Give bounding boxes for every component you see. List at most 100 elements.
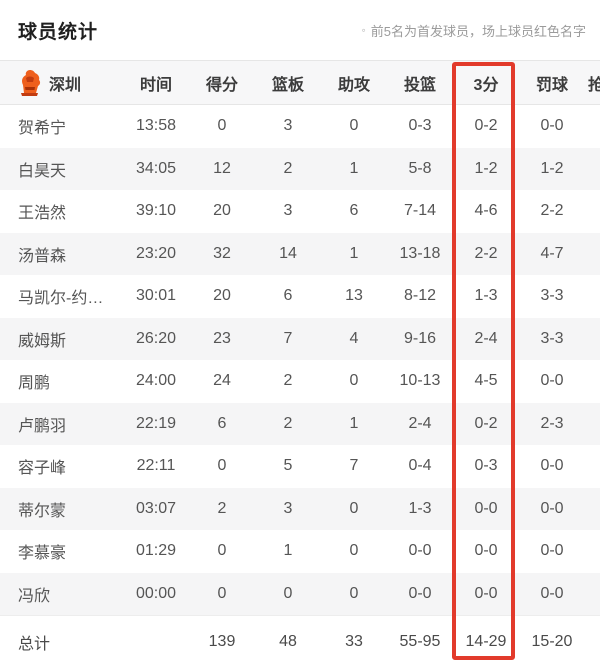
stat-cell-time: 30:01 [135, 287, 177, 305]
stat-cell-tp: 0-3 [474, 457, 498, 475]
stat-cell-ast: 1 [349, 244, 359, 262]
column-header-time: 时间 [139, 76, 172, 94]
stat-cell-fg: 0-0 [408, 584, 432, 602]
stat-cell-ast: 13 [345, 287, 363, 305]
table-row[interactable]: 马凯尔-约… 30:01 20 6 13 8-12 1-3 3-3 [0, 275, 600, 318]
stat-cell-reb: 48 [279, 633, 297, 650]
stat-cell-ft: 1-2 [540, 159, 564, 177]
stat-cell-reb: 3 [283, 117, 293, 135]
player-name: 李慕豪 [18, 545, 67, 563]
stat-cell-ft: 15-20 [531, 633, 573, 650]
stat-cell-ft: 2-3 [540, 414, 564, 432]
page-title: 球员统计 [18, 21, 99, 43]
stat-cell-tp: 0-0 [474, 584, 498, 602]
column-header-points: 得分 [205, 76, 238, 94]
player-name: 马凯尔-约… [18, 290, 104, 308]
table-row[interactable]: 威姆斯 26:20 23 7 4 9-16 2-4 3-3 [0, 317, 600, 360]
column-header-rebounds: 篮板 [271, 76, 304, 94]
column-header-steals-clipped: 抢 [588, 76, 600, 94]
stat-cell-fg: 0-3 [408, 117, 432, 135]
player-name: 容子峰 [18, 460, 67, 478]
stat-cell-ast: 0 [349, 542, 359, 560]
team-header-cell: 深圳 [0, 69, 123, 96]
stat-cell-pts: 0 [217, 117, 227, 135]
stat-cell-time: 24:00 [135, 372, 177, 390]
stat-cell-ast: 4 [349, 329, 359, 347]
stat-cell-time: 03:07 [135, 499, 177, 517]
table-row[interactable]: 汤普森 23:20 32 14 1 13-18 2-2 4-7 [0, 232, 600, 275]
table-row[interactable]: 周鹏 24:00 24 2 0 10-13 4-5 0-0 [0, 360, 600, 403]
stat-cell-fg: 5-8 [408, 159, 432, 177]
stat-cell-reb: 3 [283, 499, 293, 517]
stat-cell-time: 22:11 [136, 457, 176, 475]
player-name: 白昊天 [18, 162, 67, 180]
table-row[interactable]: 蒂尔蒙 03:07 2 3 0 1-3 0-0 0-0 [0, 487, 600, 530]
totals-row: 总计 139 48 33 55-95 14-29 15-20 [0, 615, 600, 668]
table-row[interactable]: 冯欣 00:00 0 0 0 0-0 0-0 0-0 [0, 572, 600, 615]
stat-cell-time: 13:58 [135, 117, 177, 135]
stat-cell-reb: 2 [283, 414, 293, 432]
stat-cell-reb: 2 [283, 372, 293, 390]
team-logo-icon [21, 70, 41, 96]
stat-cell-reb: 7 [283, 329, 293, 347]
stat-cell-reb: 5 [283, 457, 293, 475]
legend-note-text: 前5名为首发球员，场上球员红色名字 [370, 23, 586, 39]
legend-note: ◦ 前5名为首发球员，场上球员红色名字 [362, 21, 587, 40]
stat-cell-ast: 1 [349, 159, 359, 177]
stat-cell-ft: 0-0 [540, 117, 564, 135]
stat-cell-time: 34:05 [135, 159, 177, 177]
stat-cell-fg: 1-3 [408, 499, 432, 517]
team-name: 深圳 [49, 76, 82, 94]
stat-cell-pts: 12 [213, 159, 231, 177]
stat-cell-pts: 23 [213, 329, 231, 347]
stat-cell-ft: 0-0 [540, 457, 564, 475]
stat-cell-pts: 139 [208, 633, 236, 650]
player-name: 蒂尔蒙 [18, 502, 67, 520]
stat-cell-pts: 0 [217, 584, 227, 602]
stat-cell-reb: 0 [283, 584, 293, 602]
stat-cell-tp: 0-0 [474, 542, 498, 560]
stat-cell-time: 39:10 [135, 202, 177, 220]
stat-cell-ast: 33 [345, 633, 363, 650]
stat-cell-ft: 3-3 [540, 287, 564, 305]
stat-cell-tp: 14-29 [465, 633, 507, 650]
table-row[interactable]: 卢鹏羽 22:19 6 2 1 2-4 0-2 2-3 [0, 402, 600, 445]
stat-cell-ast: 1 [349, 414, 359, 432]
table-row[interactable]: 白昊天 34:05 12 2 1 5-8 1-2 1-2 [0, 147, 600, 190]
stat-cell-pts: 6 [217, 414, 227, 432]
stat-cell-ft: 0-0 [540, 542, 564, 560]
table-row[interactable]: 贺希宁 13:58 0 3 0 0-3 0-2 0-0 [0, 105, 600, 148]
stat-cell-tp: 0-2 [474, 117, 498, 135]
stat-cell-reb: 3 [283, 202, 293, 220]
stat-cell-ast: 0 [349, 584, 359, 602]
stat-cell-reb: 14 [279, 244, 297, 262]
table-row[interactable]: 李慕豪 01:29 0 1 0 0-0 0-0 0-0 [0, 530, 600, 573]
stat-cell-tp: 2-4 [474, 329, 498, 347]
stat-cell-tp: 4-6 [474, 202, 498, 220]
stat-cell-pts: 20 [213, 202, 231, 220]
stat-cell-time: 23:20 [135, 244, 177, 262]
stat-cell-tp: 4-5 [474, 372, 498, 390]
stat-cell-pts: 0 [217, 457, 227, 475]
stat-cell-ft: 0-0 [540, 499, 564, 517]
player-name: 冯欣 [18, 587, 51, 605]
stat-cell-time: 22:19 [135, 414, 177, 432]
stat-cell-fg: 0-4 [408, 457, 432, 475]
table-row[interactable]: 容子峰 22:11 0 5 7 0-4 0-3 0-0 [0, 445, 600, 488]
player-name: 贺希宁 [18, 120, 67, 138]
column-header-field-goals: 投篮 [403, 76, 436, 94]
table-row[interactable]: 王浩然 39:10 20 3 6 7-14 4-6 2-2 [0, 190, 600, 233]
stat-cell-tp: 0-0 [474, 499, 498, 517]
stat-cell-tp: 0-2 [474, 414, 498, 432]
stat-cell-fg: 9-16 [403, 329, 437, 347]
stat-cell-time: 26:20 [135, 329, 177, 347]
player-name: 王浩然 [18, 205, 67, 223]
stat-cell-fg: 8-12 [403, 287, 437, 305]
player-name: 威姆斯 [18, 332, 67, 350]
stat-cell-time: 01:29 [135, 542, 177, 560]
stat-cell-pts: 20 [213, 287, 231, 305]
table-body: 贺希宁 13:58 0 3 0 0-3 0-2 0-0 白昊天 34:05 12 2 1 5-8 1-2 1-… [0, 105, 600, 668]
column-header-three-pointers: 3分 [473, 76, 499, 94]
player-name: 卢鹏羽 [18, 417, 67, 435]
